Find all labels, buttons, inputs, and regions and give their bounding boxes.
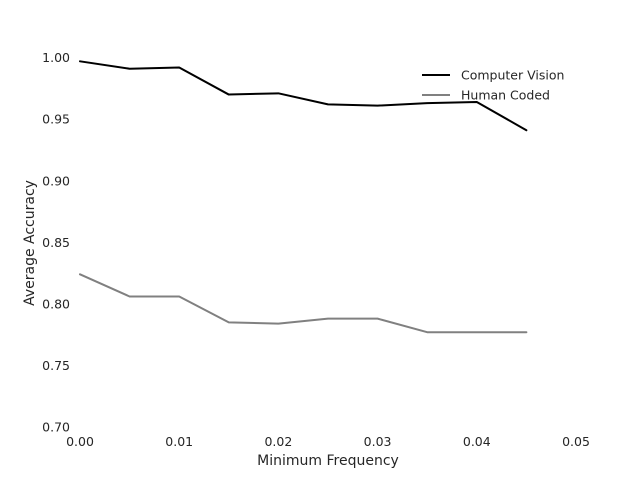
y-tick-label: 0.85 bbox=[42, 235, 70, 250]
y-tick-label: 0.80 bbox=[42, 296, 70, 311]
y-tick-label: 0.95 bbox=[42, 112, 70, 127]
y-axis-ticks: 0.70 0.75 0.80 0.85 0.90 0.95 1.00 bbox=[42, 50, 70, 434]
x-tick-label: 0.05 bbox=[562, 434, 590, 449]
x-tick-label: 0.00 bbox=[66, 434, 94, 449]
series-line-0 bbox=[79, 60, 528, 132]
y-tick-label: 0.70 bbox=[42, 420, 70, 435]
y-tick-label: 0.90 bbox=[42, 173, 70, 188]
y-tick-label: 1.00 bbox=[42, 50, 70, 65]
y-tick-label: 0.75 bbox=[42, 358, 70, 373]
x-tick-label: 0.03 bbox=[364, 434, 392, 449]
x-tick-label: 0.01 bbox=[165, 434, 193, 449]
y-axis-label: Average Accuracy bbox=[22, 180, 38, 306]
x-axis-ticks: 0.00 0.01 0.02 0.03 0.04 0.05 bbox=[66, 434, 590, 449]
series-line-1 bbox=[79, 273, 528, 334]
legend-label-1: Human Coded bbox=[461, 88, 550, 103]
x-axis-label: Minimum Frequency bbox=[257, 453, 399, 469]
legend-label-0: Computer Vision bbox=[461, 68, 564, 83]
legend: Computer Vision Human Coded bbox=[422, 68, 564, 103]
series-lines bbox=[79, 60, 528, 334]
x-tick-label: 0.02 bbox=[264, 434, 292, 449]
x-tick-label: 0.04 bbox=[463, 434, 491, 449]
